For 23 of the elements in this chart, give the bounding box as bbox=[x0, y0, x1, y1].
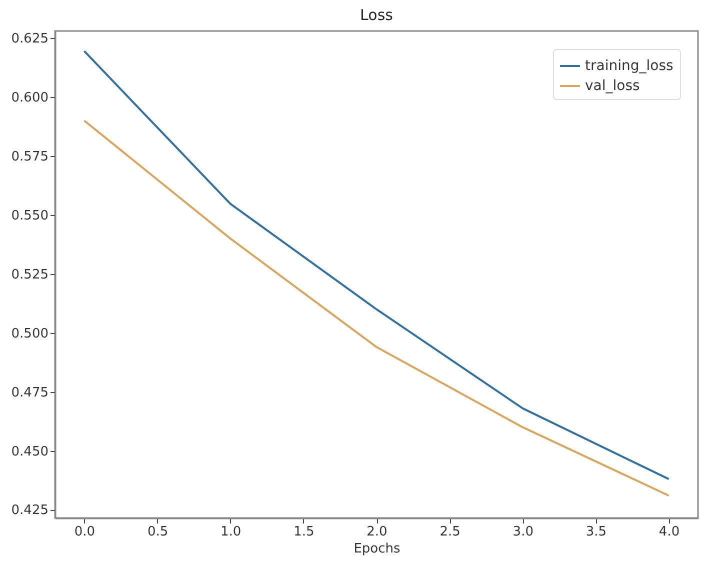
y-tick-label: 0.600 bbox=[11, 90, 48, 106]
legend-label: training_loss bbox=[585, 58, 674, 74]
y-tick-label: 0.500 bbox=[11, 326, 48, 342]
x-tick-label: 3.0 bbox=[512, 524, 534, 540]
line-series bbox=[83, 120, 670, 497]
x-tick-label: 4.0 bbox=[658, 524, 680, 540]
x-tick-label: 0.0 bbox=[74, 524, 96, 540]
x-tick-label: 2.5 bbox=[440, 524, 460, 540]
x-tick-label: 2.0 bbox=[366, 524, 388, 540]
x-axis-title: Epochs bbox=[354, 542, 401, 556]
chart-title: Loss bbox=[360, 6, 394, 24]
y-tick-label: 0.550 bbox=[11, 208, 48, 224]
legend-label: val_loss bbox=[585, 78, 640, 94]
y-tick-label: 0.450 bbox=[11, 444, 48, 460]
x-tick-label: 1.5 bbox=[294, 524, 314, 540]
x-tick-label: 0.5 bbox=[147, 524, 168, 540]
x-tick-label: 3.5 bbox=[586, 524, 607, 540]
y-tick-label: 0.625 bbox=[11, 32, 48, 47]
y-tick-label: 0.575 bbox=[11, 149, 48, 164]
y-tick-label: 0.425 bbox=[11, 503, 48, 518]
x-tick-label: 1.0 bbox=[220, 524, 242, 540]
y-tick-label: 0.475 bbox=[11, 385, 48, 400]
y-tick-label: 0.525 bbox=[11, 267, 48, 282]
